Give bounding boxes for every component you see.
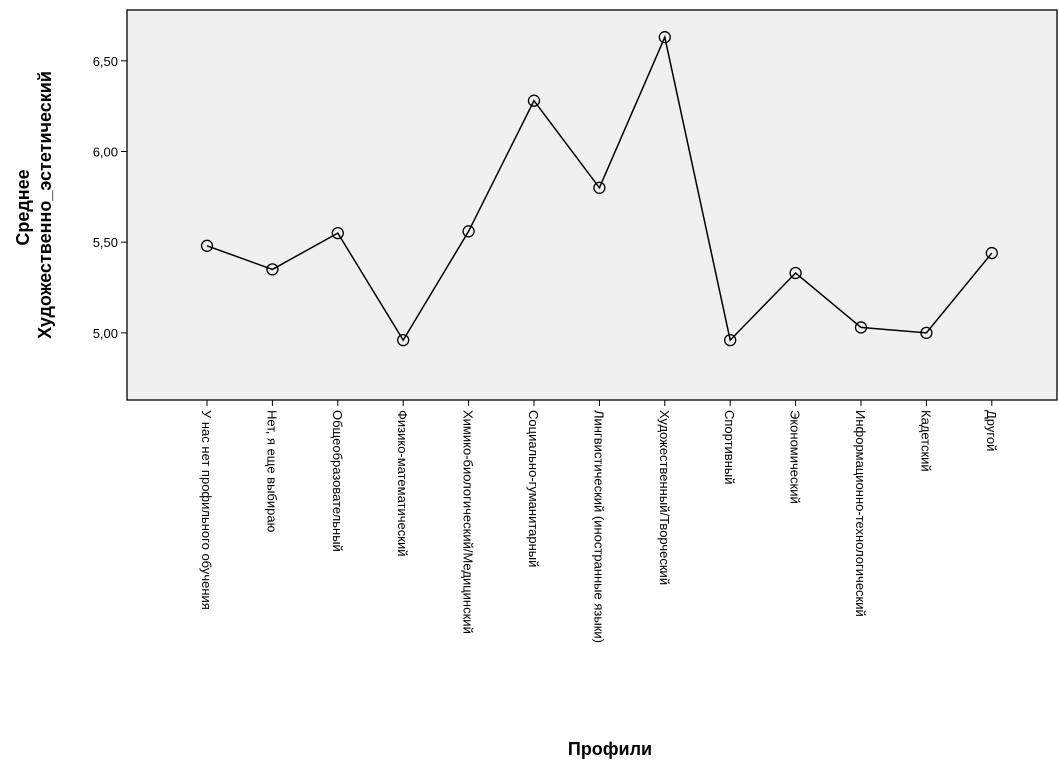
data-point <box>200 239 214 252</box>
data-point <box>397 333 410 347</box>
x-axis-title: Профили <box>568 739 652 759</box>
y-axis-title-line-1: Среднее <box>13 169 33 245</box>
data-point <box>724 333 737 347</box>
x-tick-label: Физико-математический <box>395 410 410 557</box>
x-axis-ticks <box>206 400 993 406</box>
data-point <box>462 225 475 238</box>
data-point <box>789 266 802 280</box>
y-tick-label: 5,50 <box>93 235 118 250</box>
series-markers <box>200 31 998 347</box>
x-tick-label: Спортивный <box>722 410 737 485</box>
x-tick-label: Экономический <box>788 410 803 504</box>
series-line <box>206 34 993 342</box>
data-point <box>854 321 868 334</box>
plot-area <box>126 9 1058 401</box>
data-point <box>920 326 933 340</box>
data-point <box>331 226 344 240</box>
y-tick-label: 5,00 <box>93 326 118 341</box>
x-axis-tick-labels: У нас нет профильного обучения Нет, я еще… <box>199 410 999 643</box>
y-axis-ticks: 5,00 5,50 6,00 6,50 <box>93 54 127 341</box>
y-axis-title-line-2: Художественно_эстетический <box>35 71 55 339</box>
x-tick-label: У нас нет профильного обучения <box>199 410 214 610</box>
x-tick-label: Кадетский <box>918 410 933 472</box>
x-tick-label: Химико-биологический/Медицинский <box>461 410 476 634</box>
data-point <box>266 263 279 276</box>
data-point <box>985 246 998 260</box>
x-tick-label: Информационно-технологический <box>853 410 868 617</box>
x-tick-label: Нет, я еще выбираю <box>264 410 279 533</box>
x-tick-label: Социально-гуманитарный <box>526 410 541 567</box>
data-point <box>593 181 606 194</box>
y-tick-label: 6,00 <box>93 144 118 159</box>
x-tick-label: Художественный/Творческий <box>657 410 672 585</box>
y-tick-label: 6,50 <box>93 54 118 69</box>
x-tick-label: Общеобразовательный <box>330 410 345 552</box>
data-point <box>527 94 541 107</box>
y-axis-title: Среднее Художественно_эстетический <box>13 71 55 339</box>
x-tick-label: Другой <box>984 410 999 451</box>
data-point <box>658 31 671 44</box>
x-tick-label: Лингвистический (иностранные языки) <box>591 410 606 643</box>
